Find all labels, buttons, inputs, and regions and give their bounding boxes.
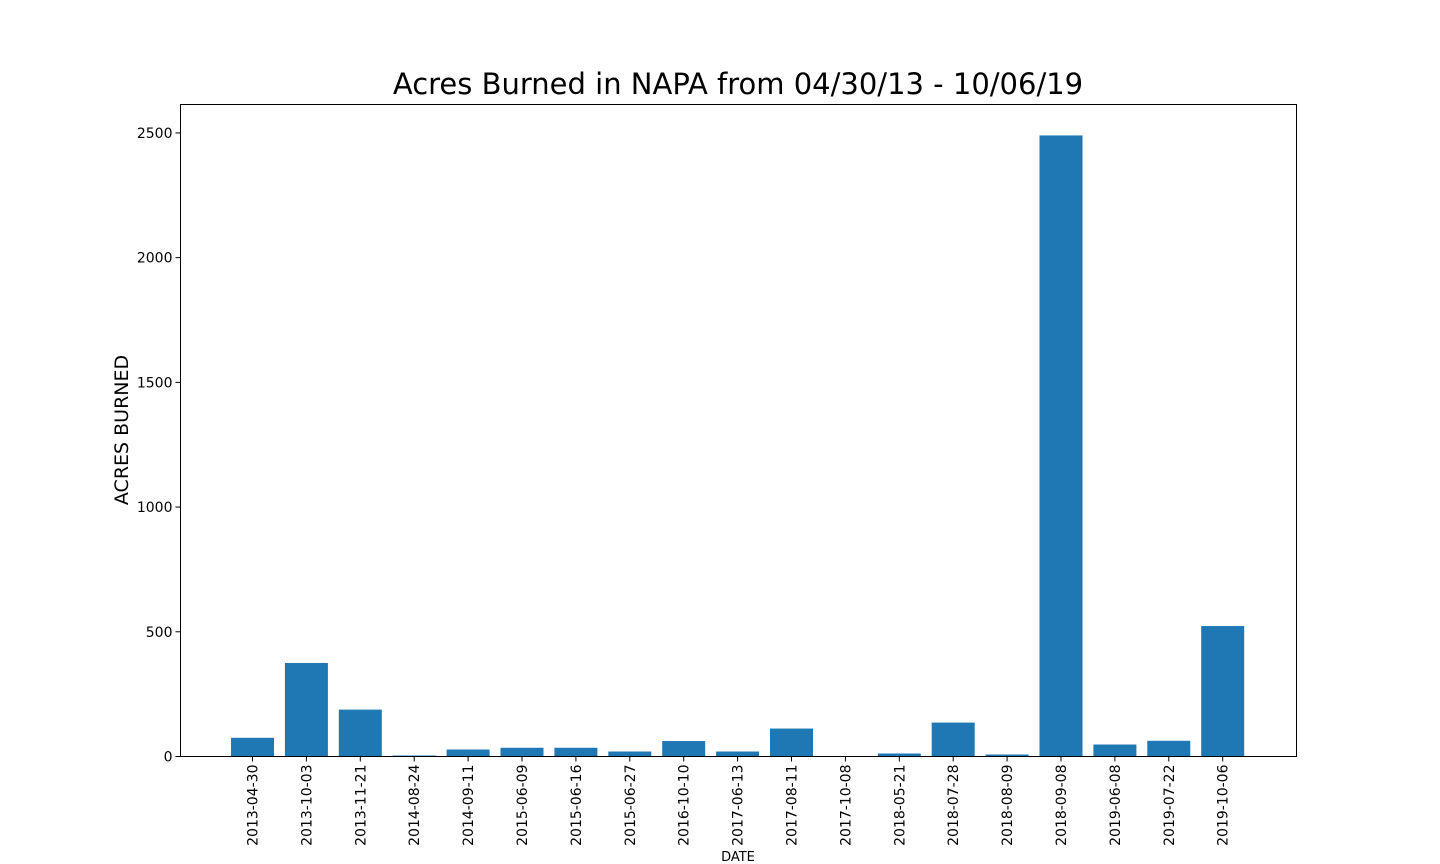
bar-2014-09-11 — [446, 749, 490, 757]
bar-2018-05-21 — [877, 753, 921, 757]
y-tick-label: 2000 — [137, 251, 173, 267]
x-tick-label: 2018-08-09 — [1000, 765, 1016, 846]
y-tick-label: 2500 — [137, 126, 173, 142]
x-tick-label: 2019-06-08 — [1108, 765, 1124, 846]
x-tick-label: 2013-10-03 — [299, 765, 315, 846]
x-tick-label: 2018-09-08 — [1054, 765, 1070, 846]
x-tick-label: 2018-07-28 — [946, 765, 962, 846]
bar-2017-08-11 — [770, 728, 813, 757]
x-tick-label: 2015-06-09 — [515, 765, 531, 846]
x-tick-label: 2019-10-06 — [1216, 764, 1232, 845]
x-tick-label: 2017-10-08 — [838, 765, 854, 846]
bar-2016-10-10 — [662, 741, 706, 757]
x-tick-label: 2014-09-11 — [461, 765, 477, 846]
bars-group — [231, 135, 1245, 757]
x-axis-ticks: 2013-04-30 2013-10-03 2013-11-21 2014-08-24… — [246, 756, 1232, 846]
y-axis-label: ACRES BURNED — [111, 355, 133, 505]
plot-area-frame — [180, 104, 1297, 757]
bar-2018-08-09 — [985, 754, 1029, 757]
bar-2018-09-08 — [1039, 135, 1083, 757]
x-tick-label: 2018-05-21 — [892, 765, 908, 846]
y-tick-label: 0 — [164, 750, 173, 766]
x-tick-label: 2014-08-24 — [407, 764, 423, 845]
y-tick-label: 1500 — [137, 375, 173, 391]
bar-2013-04-30 — [231, 737, 274, 757]
chart-title: Acres Burned in NAPA from 04/30/13 - 10/… — [393, 67, 1083, 101]
bar-2013-11-21 — [338, 709, 382, 757]
bar-2019-06-08 — [1093, 744, 1137, 757]
y-tick-label: 1000 — [137, 500, 173, 516]
bar-2018-07-28 — [931, 722, 975, 757]
bar-2019-07-22 — [1147, 740, 1191, 757]
x-axis-label: DATE — [721, 850, 755, 864]
x-tick-label: 2016-10-10 — [677, 765, 693, 846]
y-tick-label: 500 — [146, 625, 173, 641]
y-axis-ticks: 0 500 1000 1500 2000 2500 — [137, 126, 181, 766]
bar-2019-10-06 — [1201, 626, 1245, 757]
x-tick-label: 2015-06-27 — [623, 765, 639, 846]
x-tick-label: 2017-06-13 — [731, 765, 747, 846]
x-tick-label: 2015-06-16 — [569, 764, 585, 845]
bar-2015-06-16 — [554, 747, 598, 757]
x-tick-label: 2019-07-22 — [1162, 765, 1178, 846]
bar-2017-06-13 — [716, 751, 760, 757]
bar-2015-06-09 — [500, 747, 544, 757]
x-tick-label: 2013-11-21 — [353, 765, 369, 846]
bar-2015-06-27 — [608, 751, 652, 757]
bar-2013-10-03 — [284, 662, 328, 757]
x-tick-label: 2017-08-11 — [785, 765, 801, 846]
x-tick-label: 2013-04-30 — [246, 765, 262, 846]
